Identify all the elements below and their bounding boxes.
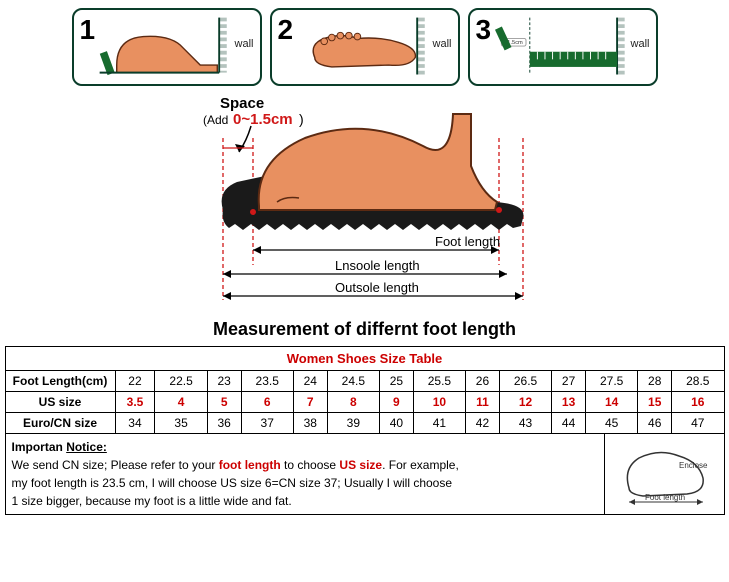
row-us-size: US size 3.54 56 78 910 1112 1314 1516 bbox=[5, 392, 724, 413]
notice-box: Importan Notice: We send CN size; Please… bbox=[5, 434, 725, 515]
notice-text: Importan Notice: We send CN size; Please… bbox=[6, 434, 604, 514]
svg-text:Foot length: Foot length bbox=[645, 493, 685, 502]
table-title: Women Shoes Size Table bbox=[5, 347, 724, 371]
svg-text:Enclose: Enclose bbox=[679, 461, 708, 470]
row-label-euro: Euro/CN size bbox=[5, 413, 115, 434]
svg-text:): ) bbox=[299, 111, 304, 127]
svg-text:(Add: (Add bbox=[203, 113, 228, 127]
step-2-illustration bbox=[272, 10, 458, 84]
row-label-us: US size bbox=[5, 392, 115, 413]
measurement-steps: 1 wall 2 wall bbox=[0, 0, 729, 90]
foot-length-label: Foot length bbox=[435, 234, 500, 249]
notice-heading-pre: Importan bbox=[12, 440, 63, 454]
step-1-illustration bbox=[74, 10, 260, 84]
notice-heading: Notice: bbox=[66, 440, 107, 454]
row-foot-length: Foot Length(cm) 2222.5 2323.5 2424.5 252… bbox=[5, 371, 724, 392]
step-3-wall-label: wall bbox=[631, 38, 650, 50]
row-label-foot: Foot Length(cm) bbox=[5, 371, 115, 392]
notice-foot-icon: Enclose Foot length bbox=[604, 434, 724, 514]
insole-label: Lnsoole length bbox=[335, 258, 420, 273]
measurement-title: Measurement of differnt foot length bbox=[0, 315, 729, 346]
step-2: 2 wall bbox=[270, 8, 460, 86]
step-3: 3 11.5cm wall bbox=[468, 8, 658, 86]
row-euro-size: Euro/CN size 3435 3637 3839 4041 4243 44… bbox=[5, 413, 724, 434]
step-2-wall-label: wall bbox=[433, 38, 452, 50]
size-table: Women Shoes Size Table Foot Length(cm) 2… bbox=[5, 346, 725, 434]
step-1: 1 wall bbox=[72, 8, 262, 86]
space-label: Space bbox=[220, 95, 264, 112]
outsole-label: Outsole length bbox=[335, 280, 419, 295]
svg-text:0~1.5cm: 0~1.5cm bbox=[233, 111, 293, 128]
foot-measurement-diagram: Space (Add 0~1.5cm ) Foot length Lnsoole… bbox=[0, 90, 729, 315]
step-3-illustration: 11.5cm bbox=[470, 10, 656, 84]
step-1-wall-label: wall bbox=[235, 38, 254, 50]
